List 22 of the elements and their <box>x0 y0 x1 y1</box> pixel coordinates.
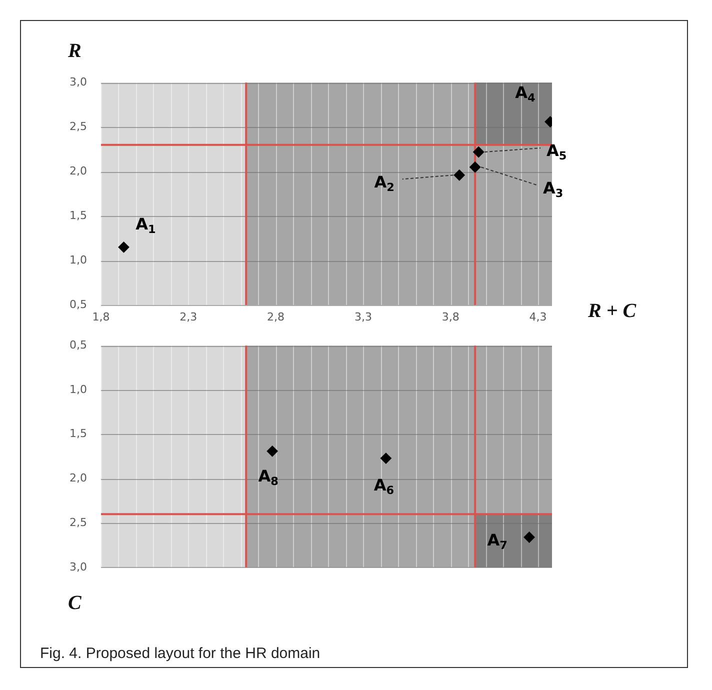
x-tick-label: 2,3 <box>180 310 198 324</box>
y-tick-label: 0,5 <box>70 298 87 311</box>
y-tick-label: 0,5 <box>70 338 87 352</box>
x-tick-label: 1,8 <box>92 310 110 324</box>
y-tick-label: 2,5 <box>70 120 87 133</box>
y-tick-label: 1,5 <box>70 208 87 222</box>
y-tick-label: 2,0 <box>70 472 87 485</box>
x-tick-label: 4,3 <box>529 310 547 324</box>
y-tick-label: 3,0 <box>70 75 87 88</box>
y-tick-label: 1,0 <box>70 382 87 396</box>
y-tick-label: 2,5 <box>70 516 87 529</box>
y-tick-label: 3,0 <box>70 560 87 574</box>
x-tick-label: 3,3 <box>354 310 372 324</box>
x-axis-title: R + C <box>588 300 636 323</box>
y-tick-label: 1,0 <box>70 253 87 266</box>
y-axis-title: R <box>68 40 82 63</box>
y-tick-label: 2,0 <box>70 164 87 178</box>
x-tick-label: 3,8 <box>442 310 460 324</box>
caption: Fig. 4. Proposed layout for the HR domain <box>40 645 320 662</box>
x-tick-label: 2,8 <box>267 310 285 324</box>
y-tick-label: 1,5 <box>70 427 87 440</box>
y-axis-title: C <box>68 592 82 615</box>
